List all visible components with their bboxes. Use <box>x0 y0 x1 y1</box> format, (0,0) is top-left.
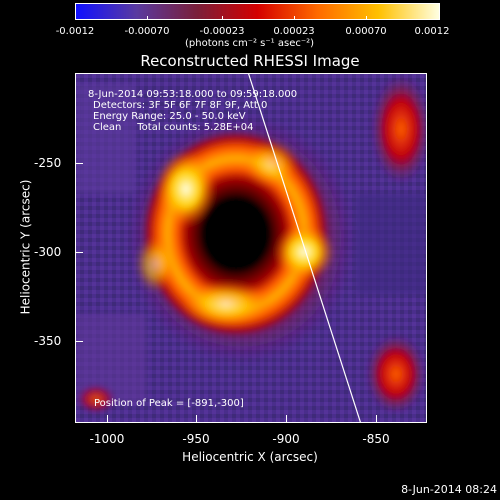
colorbar-tick <box>75 16 76 20</box>
x-tick <box>286 415 287 423</box>
clean-counts-text: Clean Total counts: 5.28E+04 <box>93 122 254 133</box>
x-tick-label: -950 <box>182 432 210 446</box>
detectors-text: Detectors: 3F 5F 6F 7F 8F 9F, Att 0 <box>93 100 268 111</box>
colorbar-tick-label: -0.00070 <box>124 26 170 37</box>
colorbar-tick <box>439 16 440 20</box>
colorbar-units-label: (photons cm⁻² s⁻¹ asec⁻²) <box>185 38 315 49</box>
y-axis-label: Heliocentric Y (arcsec) <box>18 179 33 315</box>
colorbar <box>75 3 440 20</box>
time-range-text: 8-Jun-2014 09:53:18.000 to 09:59:18.000 <box>88 89 298 100</box>
image-title: Reconstructed RHESSI Image <box>140 52 360 70</box>
y-tick <box>75 341 83 342</box>
colorbar-tick-label: 0.0012 <box>414 26 450 37</box>
y-tick-label: -300 <box>34 245 62 259</box>
colorbar-tick <box>366 16 367 20</box>
rhessi-image-plot[interactable]: 8-Jun-2014 09:53:18.000 to 09:59:18.000 … <box>75 73 427 423</box>
y-tick <box>75 252 83 253</box>
x-tick-label: -900 <box>272 432 300 446</box>
colorbar-tick-label: 0.00023 <box>273 26 315 37</box>
x-tick <box>196 415 197 423</box>
footer-date: 8-Jun-2014 08:24 <box>401 483 497 496</box>
y-tick-label: -250 <box>34 156 62 170</box>
rhessi-image <box>76 74 426 422</box>
x-tick-label: -850 <box>362 432 390 446</box>
x-tick <box>376 415 377 423</box>
colorbar-tick <box>294 16 295 20</box>
colorbar-tick-label: 0.00070 <box>345 26 387 37</box>
colorbar-tick-label: -0.0012 <box>55 26 95 37</box>
y-tick-label: -350 <box>34 334 62 348</box>
colorbar-tick <box>147 16 148 20</box>
energy-range-text: Energy Range: 25.0 - 50.0 keV <box>93 111 246 122</box>
peak-position-text: Position of Peak = [-891,-300] <box>94 398 244 409</box>
solar-limb-line <box>248 74 361 422</box>
x-tick <box>107 415 108 423</box>
x-axis-label: Heliocentric X (arcsec) <box>182 450 318 464</box>
x-tick-label: -1000 <box>89 432 125 446</box>
y-tick <box>75 163 83 164</box>
colorbar-tick-label: -0.00023 <box>199 26 245 37</box>
colorbar-tick <box>222 16 223 20</box>
